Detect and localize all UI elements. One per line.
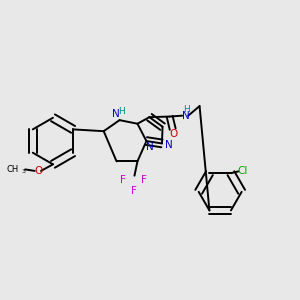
Text: Cl: Cl [238,167,248,176]
Text: H: H [183,105,190,114]
Text: N: N [182,111,189,121]
Text: F: F [120,175,126,185]
Text: 3: 3 [22,169,26,174]
Text: F: F [130,186,136,196]
Text: CH: CH [7,165,19,174]
Text: O: O [169,129,177,139]
Text: N: N [112,109,120,119]
Text: N: N [146,142,154,152]
Text: F: F [141,175,147,185]
Text: O: O [34,166,42,176]
Text: N: N [165,140,173,150]
Text: H: H [118,107,124,116]
